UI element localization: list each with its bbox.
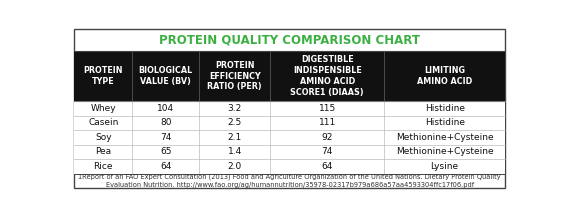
Text: 2.5: 2.5 — [228, 118, 242, 127]
Text: 1Report of an FAO Expert Consultation (2013) Food and Agriculture Organization o: 1Report of an FAO Expert Consultation (2… — [78, 174, 501, 188]
Text: 80: 80 — [160, 118, 171, 127]
Bar — [74, 145, 505, 159]
Text: Lysine: Lysine — [431, 162, 459, 171]
Text: 64: 64 — [321, 162, 333, 171]
Text: 74: 74 — [160, 133, 171, 142]
Text: 3.2: 3.2 — [228, 104, 242, 113]
Text: Histidine: Histidine — [425, 104, 464, 113]
Text: Histidine: Histidine — [425, 118, 464, 127]
Text: PROTEIN
EFFICIENCY
RATIO (PER): PROTEIN EFFICIENCY RATIO (PER) — [207, 61, 262, 91]
Text: Methionine+Cysteine: Methionine+Cysteine — [396, 133, 493, 142]
Text: 104: 104 — [157, 104, 174, 113]
Text: 111: 111 — [319, 118, 336, 127]
Text: 1.4: 1.4 — [228, 147, 242, 156]
Text: Pea: Pea — [95, 147, 111, 156]
Text: LIMITING
AMINO ACID: LIMITING AMINO ACID — [417, 66, 472, 86]
Text: Whey: Whey — [90, 104, 116, 113]
Text: Soy: Soy — [95, 133, 111, 142]
Text: 64: 64 — [160, 162, 171, 171]
Text: DIGESTIBLE
INDISPENSIBLE
AMINO ACID
SCORE1 (DIAAS): DIGESTIBLE INDISPENSIBLE AMINO ACID SCOR… — [290, 55, 364, 97]
Text: Rice: Rice — [93, 162, 113, 171]
Text: 74: 74 — [321, 147, 333, 156]
Bar — [74, 116, 505, 130]
Text: 2.1: 2.1 — [228, 133, 242, 142]
Text: Methionine+Cysteine: Methionine+Cysteine — [396, 147, 493, 156]
Text: 92: 92 — [321, 133, 333, 142]
Text: 65: 65 — [160, 147, 171, 156]
Bar — [74, 159, 505, 174]
Bar — [74, 101, 505, 116]
Bar — [74, 51, 505, 101]
Text: Casein: Casein — [88, 118, 119, 127]
Text: PROTEIN QUALITY COMPARISON CHART: PROTEIN QUALITY COMPARISON CHART — [159, 33, 420, 46]
Bar — [74, 130, 505, 145]
Text: 115: 115 — [319, 104, 336, 113]
Text: 2.0: 2.0 — [228, 162, 242, 171]
Text: PROTEIN
TYPE: PROTEIN TYPE — [84, 66, 123, 86]
Text: BIOLOGICAL
VALUE (BV): BIOLOGICAL VALUE (BV) — [138, 66, 193, 86]
